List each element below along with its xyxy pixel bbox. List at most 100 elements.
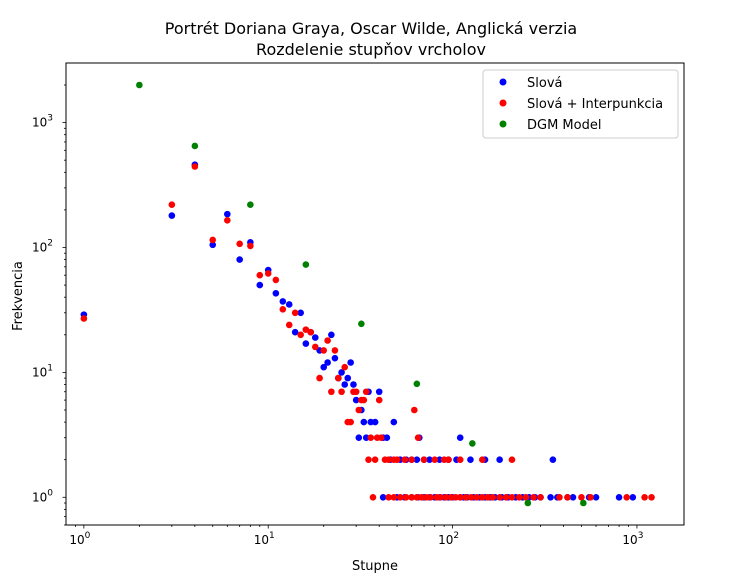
data-point [362, 434, 370, 442]
data-point [209, 241, 217, 249]
data-point [408, 456, 415, 463]
data-point [413, 493, 421, 501]
legend-label-slova-interpunkcia: Slová + Interpunkcia [527, 97, 663, 112]
data-point [629, 493, 637, 501]
data-point [168, 212, 176, 219]
data-point [168, 201, 176, 209]
plot-frame [65, 62, 685, 526]
data-point [515, 493, 523, 501]
data-point [484, 493, 491, 501]
data-point [285, 301, 293, 308]
data-point [224, 217, 231, 224]
legend-marker-dgm-model [499, 120, 507, 128]
data-point [347, 359, 354, 366]
data-point [297, 331, 304, 339]
data-point [375, 396, 383, 404]
data-point [390, 493, 398, 501]
data-point [524, 499, 532, 507]
data-point [285, 321, 293, 329]
data-point [413, 456, 421, 463]
data-point [442, 493, 450, 501]
data-point [316, 374, 323, 382]
legend-label-slova: Slová [527, 76, 562, 91]
data-point [209, 236, 217, 244]
series-dgm-model [136, 81, 587, 507]
data-point [469, 440, 476, 447]
data-point [390, 418, 398, 426]
data-point [396, 493, 404, 501]
data-point [328, 331, 335, 339]
data-point [335, 374, 342, 382]
data-point [371, 456, 379, 463]
data-point [377, 434, 385, 442]
data-point [383, 434, 391, 442]
data-point [256, 281, 264, 289]
data-point [307, 328, 315, 336]
data-point [302, 261, 310, 268]
data-point [367, 434, 375, 442]
data-point [467, 493, 475, 501]
data-point [338, 388, 345, 396]
y-axis-label: Frekvencia [11, 261, 26, 331]
data-point [256, 271, 264, 279]
data-point [402, 493, 410, 501]
data-point [311, 343, 319, 351]
y-tick-label: 100 [32, 488, 53, 504]
data-point [379, 493, 387, 501]
data-point [479, 493, 486, 501]
data-point [236, 240, 243, 248]
data-points [80, 81, 655, 507]
data-point [496, 493, 503, 501]
data-point [358, 320, 365, 328]
data-point [360, 396, 368, 404]
data-point [371, 418, 379, 426]
data-point [331, 347, 339, 354]
data-point [279, 298, 287, 305]
data-point [272, 289, 280, 297]
data-point [437, 493, 444, 501]
data-point [456, 493, 464, 501]
data-point [587, 493, 594, 501]
data-point [648, 493, 655, 501]
data-point [297, 309, 304, 317]
data-point [352, 396, 360, 404]
data-point [508, 493, 516, 501]
data-point [496, 456, 503, 463]
data-point [80, 315, 88, 322]
data-point [462, 493, 470, 501]
data-point [623, 493, 630, 501]
data-point [411, 406, 418, 414]
data-point [556, 493, 563, 501]
data-point [549, 456, 557, 463]
data-point [347, 418, 354, 426]
data-point [456, 434, 464, 442]
data-point [393, 456, 401, 463]
data-point [302, 326, 310, 333]
data-point [522, 493, 530, 501]
data-point [385, 493, 392, 501]
legend-marker-slova-interpunkcia [499, 99, 507, 107]
data-point [413, 380, 421, 388]
legend-marker-slova [499, 78, 507, 86]
data-point [401, 456, 409, 463]
series-slova-interpunkcia [80, 163, 655, 501]
data-point [324, 359, 331, 366]
data-point [426, 456, 433, 463]
data-point [456, 456, 464, 463]
data-point [641, 493, 648, 501]
x-axis-ticks: 100 101 102 103 [69, 525, 643, 547]
legend-frame [482, 69, 679, 139]
x-tick-label: 101 [254, 531, 275, 547]
data-point [564, 493, 571, 501]
data-point [291, 309, 299, 317]
data-point [473, 493, 480, 501]
data-point [427, 493, 434, 501]
data-point [352, 388, 360, 396]
data-point [247, 201, 254, 209]
data-point [508, 456, 516, 463]
data-point [360, 418, 368, 426]
data-point [136, 81, 143, 89]
y-tick-label: 102 [32, 238, 53, 254]
data-point [362, 388, 370, 396]
data-point [447, 493, 455, 501]
